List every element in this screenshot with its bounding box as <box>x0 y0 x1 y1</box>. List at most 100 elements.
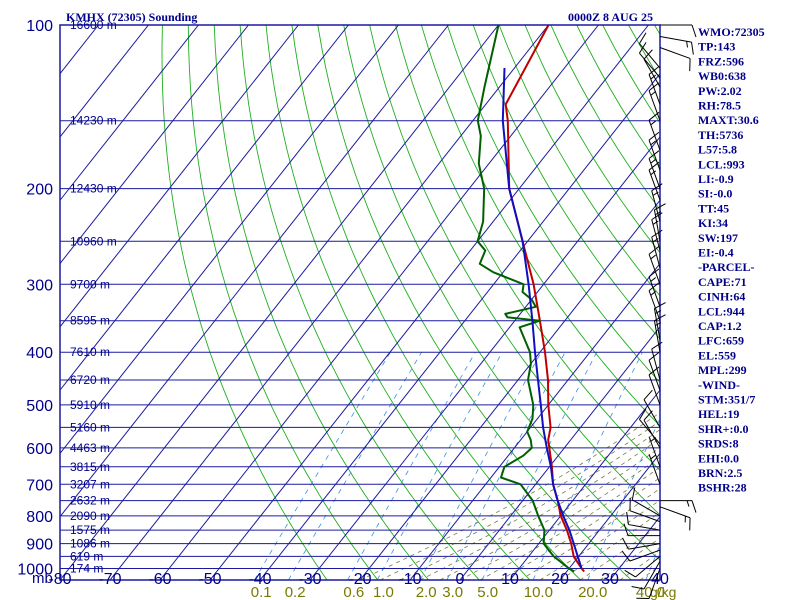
stat-item: RH:78.5 <box>698 99 741 113</box>
chart-title: KMHX (72305) Sounding <box>66 10 197 24</box>
wind-barb-staff <box>643 561 661 590</box>
height-label: 7610 m <box>70 345 110 359</box>
dry-adiabat <box>472 25 660 340</box>
temperature-tick-label: -10 <box>398 571 421 588</box>
stat-item: STM:351/7 <box>698 393 755 407</box>
wind-barb <box>626 511 661 531</box>
height-label: 5910 m <box>70 398 110 412</box>
wind-barb-flag <box>624 569 636 578</box>
wind-barb-staff <box>639 43 661 69</box>
wind-barb-staff <box>648 169 661 201</box>
temperature-tick-label: -40 <box>248 571 271 588</box>
stat-item: SRDS:8 <box>698 437 739 451</box>
stat-item: FRZ:596 <box>698 54 744 68</box>
wind-barb-flag <box>631 585 645 590</box>
stat-item: MAXT:30.6 <box>698 113 759 127</box>
isotherm-line <box>559 452 660 580</box>
wind-barb-staff <box>653 320 661 353</box>
height-label: 3815 m <box>70 460 110 474</box>
height-label: 2632 m <box>70 494 110 508</box>
wind-barb-flag <box>648 268 660 278</box>
wind-barb-half-flag <box>650 170 657 176</box>
isotherm-line <box>409 262 660 580</box>
pressure-unit-label: mb <box>32 570 53 587</box>
wind-barb-staff <box>629 549 661 562</box>
wind-barb-half-flag <box>650 454 657 460</box>
wind-barb <box>651 212 663 251</box>
parcel-profile <box>501 67 583 569</box>
isotherm-line <box>60 25 149 138</box>
height-labels: 16600 m 14230 m 12430 m 10960 m 9700 m 8595 m… <box>70 18 117 575</box>
mixing-ratio-label: 1.0 <box>373 584 394 600</box>
stat-item: CAP:1.2 <box>698 319 742 333</box>
height-label: 174 m <box>70 561 103 575</box>
wind-barb <box>631 487 661 517</box>
wind-barb-staff <box>643 58 661 88</box>
wind-barb <box>643 389 661 428</box>
isotherm-line <box>209 25 649 580</box>
mixing-ratio-unit: g/kg <box>650 584 676 600</box>
dry-adiabat <box>446 25 660 384</box>
wind-barb-staff <box>648 120 661 151</box>
wind-barb-half-flag <box>655 310 662 314</box>
stats-panel: WMO:72305TP:143FRZ:596WB0:638PW:2.02RH:7… <box>698 25 765 495</box>
dry-adiabat <box>187 25 379 580</box>
wind-barb <box>659 506 691 531</box>
height-label: 8595 m <box>70 314 110 328</box>
wind-barb-flag <box>648 131 660 141</box>
isotherm-line <box>359 199 660 580</box>
stat-item: LCL:993 <box>698 157 745 171</box>
dry-adiabat <box>317 25 632 580</box>
isotherm-line <box>259 72 660 580</box>
wind-barb-staff <box>648 276 661 307</box>
wind-barb-flag <box>691 24 697 38</box>
isotherm-line <box>159 25 599 580</box>
wind-barb-staff <box>651 236 661 269</box>
wind-barb-half-flag <box>686 41 689 48</box>
mixing-ratio-label: 0.1 <box>251 584 272 600</box>
mixing-ratio-line <box>446 352 566 580</box>
moist-adiabat <box>439 447 660 580</box>
wind-barb-staff <box>648 436 661 467</box>
wind-barb <box>648 268 661 307</box>
wind-barb-flag <box>631 487 636 500</box>
wind-barb-flag <box>651 341 663 350</box>
pressure-tick-label: 800 <box>26 509 53 526</box>
dry-adiabat <box>265 25 531 580</box>
dry-adiabat <box>498 25 660 297</box>
stat-item: CAPE:71 <box>698 275 747 289</box>
mixing-ratio-label: 3.0 <box>442 584 463 600</box>
wind-barb-staff <box>648 568 661 599</box>
wind-barb-flag <box>622 537 629 550</box>
wind-barb-staff <box>639 52 661 78</box>
wind-barb-staff <box>651 190 661 222</box>
stat-item: CINH:64 <box>698 290 745 304</box>
wind-barb-staff <box>648 90 661 121</box>
stat-item: -PARCEL- <box>698 260 754 274</box>
stat-item: EL:559 <box>698 348 736 362</box>
stat-item: LI:-0.9 <box>698 172 734 186</box>
mixing-ratio-line <box>347 352 476 580</box>
height-label: 1086 m <box>70 537 110 551</box>
isotherm-line <box>109 25 549 580</box>
chart-datetime: 0000Z 8 AUG 25 <box>568 10 653 24</box>
pressure-tick-label: 900 <box>26 537 53 554</box>
pressure-tick-label: 600 <box>26 441 53 458</box>
wind-barb <box>621 549 661 562</box>
stat-item: SW:197 <box>698 231 738 245</box>
pressure-tick-label: 200 <box>26 182 53 199</box>
wind-barb <box>648 131 661 171</box>
wind-barb-staff <box>648 374 661 406</box>
temperature-tick-label: -20 <box>348 571 371 588</box>
isotherm-line <box>60 25 399 455</box>
wind-barb-staff <box>629 510 661 523</box>
wind-barb-staff <box>653 308 661 341</box>
wind-barb-flag <box>639 32 647 44</box>
stat-item: SHR+:0.0 <box>698 422 749 436</box>
mixing-ratio-line <box>481 352 598 580</box>
wind-barb <box>631 561 661 590</box>
pressure-tick-label: 1000 <box>17 561 53 578</box>
isotherm-line <box>509 389 660 580</box>
